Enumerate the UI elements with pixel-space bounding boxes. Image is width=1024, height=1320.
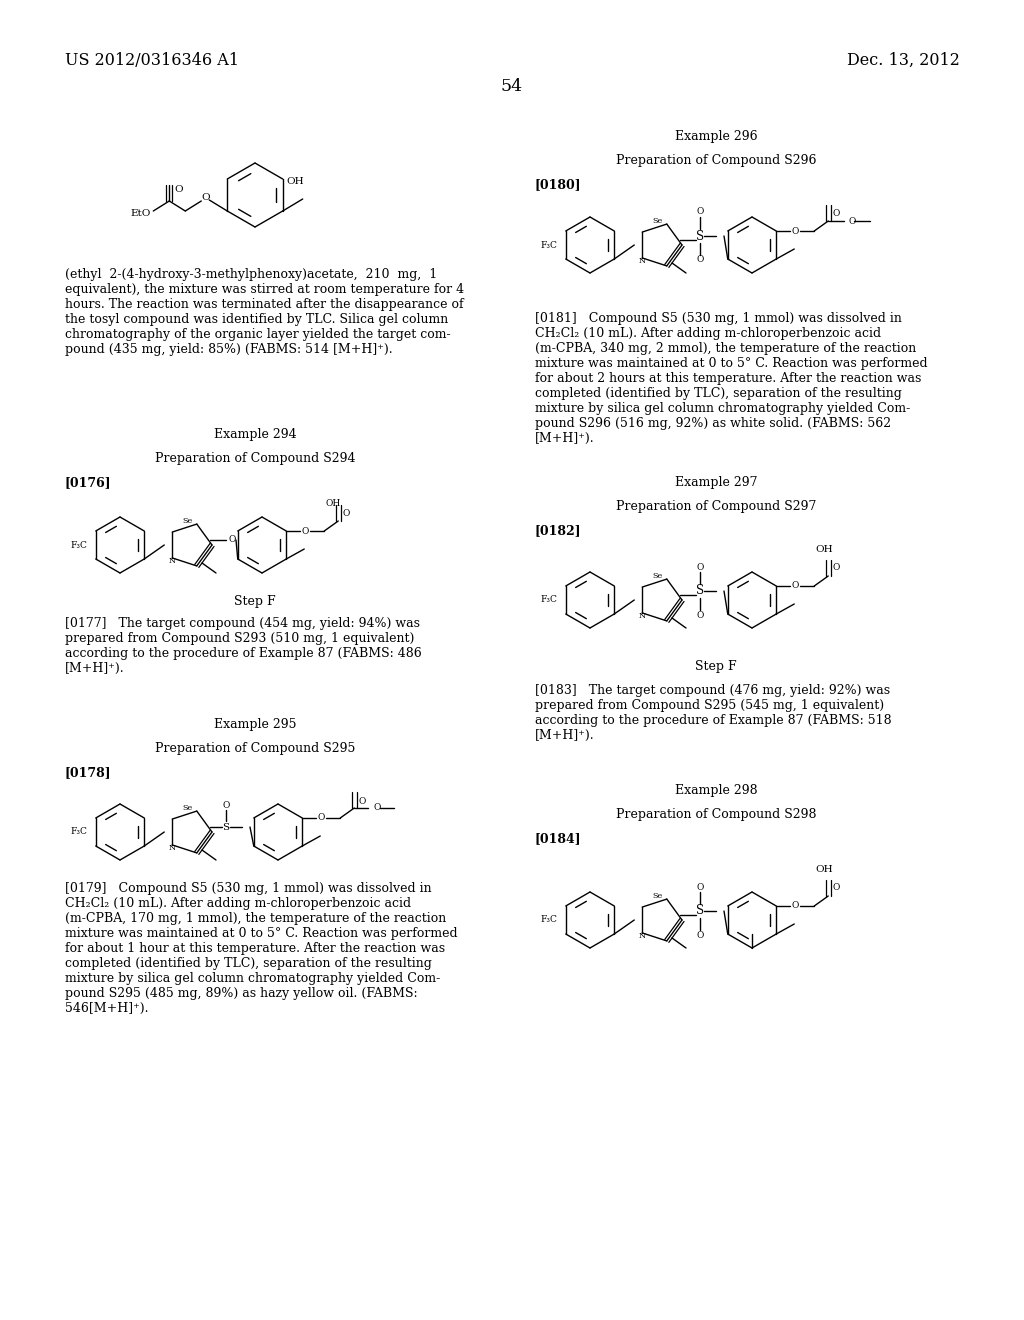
Text: [0183]   The target compound (476 mg, yield: 92%) was
prepared from Compound S29: [0183] The target compound (476 mg, yiel… [535,684,892,742]
Text: O: O [696,562,703,572]
Text: OH: OH [287,177,304,186]
Text: O: O [792,902,799,911]
Text: 54: 54 [501,78,523,95]
Text: O: O [696,207,703,216]
Text: Se: Se [182,517,193,525]
Text: Preparation of Compound S298: Preparation of Compound S298 [615,808,816,821]
Text: [0179]   Compound S5 (530 mg, 1 mmol) was dissolved in
CH₂Cl₂ (10 mL). After add: [0179] Compound S5 (530 mg, 1 mmol) was … [65,882,458,1015]
Text: O: O [792,227,799,235]
Text: OH: OH [815,866,834,874]
Text: Example 295: Example 295 [214,718,296,731]
Text: (ethyl  2-(4-hydroxy-3-methylphenoxy)acetate,  210  mg,  1
equivalent), the mixt: (ethyl 2-(4-hydroxy-3-methylphenoxy)acet… [65,268,464,356]
Text: F₃C: F₃C [70,828,87,837]
Text: O: O [358,796,366,805]
Text: O: O [222,800,229,809]
Text: [0182]: [0182] [535,524,582,537]
Text: N: N [639,257,645,265]
Text: OH: OH [326,499,341,508]
Text: N: N [639,932,645,940]
Text: [0181]   Compound S5 (530 mg, 1 mmol) was dissolved in
CH₂Cl₂ (10 mL). After add: [0181] Compound S5 (530 mg, 1 mmol) was … [535,312,928,445]
Text: O: O [201,194,210,202]
Text: Preparation of Compound S294: Preparation of Compound S294 [155,451,355,465]
Text: O: O [228,536,236,544]
Text: O: O [374,804,381,813]
Text: Example 297: Example 297 [675,477,758,488]
Text: Se: Se [652,892,663,900]
Text: N: N [639,612,645,620]
Text: [0180]: [0180] [535,178,582,191]
Text: Se: Se [652,216,663,224]
Text: F₃C: F₃C [70,540,87,549]
Text: OH: OH [815,545,834,554]
Text: Step F: Step F [695,660,737,673]
Text: F₃C: F₃C [540,916,557,924]
Text: O: O [174,185,183,194]
Text: N: N [169,557,175,565]
Text: [0178]: [0178] [65,766,112,779]
Text: O: O [301,527,309,536]
Text: O: O [696,883,703,891]
Text: O: O [696,931,703,940]
Text: O: O [696,610,703,619]
Text: Example 296: Example 296 [675,129,758,143]
Text: F₃C: F₃C [540,240,557,249]
Text: Se: Se [182,804,193,812]
Text: Example 298: Example 298 [675,784,758,797]
Text: O: O [848,216,856,226]
Text: O: O [696,256,703,264]
Text: Preparation of Compound S295: Preparation of Compound S295 [155,742,355,755]
Text: US 2012/0316346 A1: US 2012/0316346 A1 [65,51,239,69]
Text: S: S [696,585,705,598]
Text: [0177]   The target compound (454 mg, yield: 94%) was
prepared from Compound S29: [0177] The target compound (454 mg, yiel… [65,616,422,675]
Text: O: O [833,883,840,892]
Text: F₃C: F₃C [540,595,557,605]
Text: S: S [696,230,705,243]
Text: EtO: EtO [131,209,152,218]
Text: Preparation of Compound S296: Preparation of Compound S296 [615,154,816,168]
Text: Step F: Step F [234,595,275,609]
Text: O: O [342,510,349,519]
Text: Example 294: Example 294 [214,428,296,441]
Text: [0176]: [0176] [65,477,112,488]
Text: [0184]: [0184] [535,832,582,845]
Text: S: S [222,822,229,832]
Text: O: O [792,582,799,590]
Text: S: S [696,904,705,917]
Text: O: O [833,209,840,218]
Text: O: O [317,813,325,822]
Text: Se: Se [652,572,663,579]
Text: N: N [169,843,175,851]
Text: O: O [833,564,840,573]
Text: Dec. 13, 2012: Dec. 13, 2012 [847,51,961,69]
Text: Preparation of Compound S297: Preparation of Compound S297 [615,500,816,513]
